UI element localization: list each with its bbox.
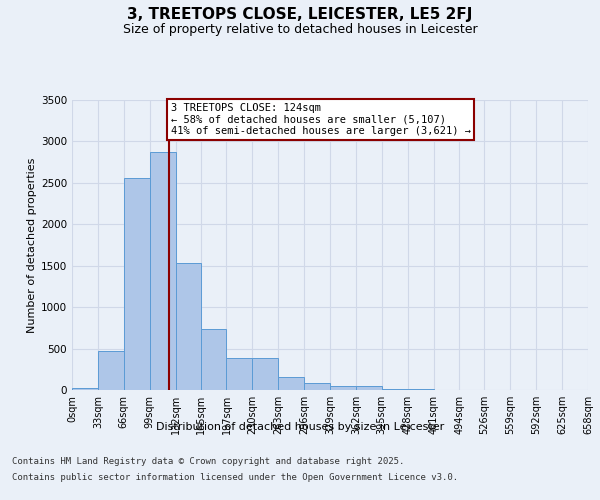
Bar <box>202 328 226 390</box>
Text: Contains HM Land Registry data © Crown copyright and database right 2025.: Contains HM Land Registry data © Crown c… <box>12 458 404 466</box>
Bar <box>176 263 202 390</box>
Bar <box>253 358 278 390</box>
Bar <box>72 388 98 390</box>
Bar <box>382 389 407 390</box>
Bar <box>330 386 356 390</box>
Bar <box>407 389 434 390</box>
Text: Distribution of detached houses by size in Leicester: Distribution of detached houses by size … <box>156 422 444 432</box>
Bar <box>356 386 382 390</box>
Text: Contains public sector information licensed under the Open Government Licence v3: Contains public sector information licen… <box>12 472 458 482</box>
Text: Size of property relative to detached houses in Leicester: Size of property relative to detached ho… <box>122 22 478 36</box>
Bar <box>149 152 176 390</box>
Text: 3, TREETOPS CLOSE, LEICESTER, LE5 2FJ: 3, TREETOPS CLOSE, LEICESTER, LE5 2FJ <box>127 8 473 22</box>
Text: 3 TREETOPS CLOSE: 124sqm
← 58% of detached houses are smaller (5,107)
41% of sem: 3 TREETOPS CLOSE: 124sqm ← 58% of detach… <box>171 103 471 136</box>
Bar <box>226 358 253 390</box>
Bar <box>98 351 124 390</box>
Bar <box>304 383 330 390</box>
Bar <box>124 178 149 390</box>
Y-axis label: Number of detached properties: Number of detached properties <box>27 158 37 332</box>
Bar <box>278 377 304 390</box>
